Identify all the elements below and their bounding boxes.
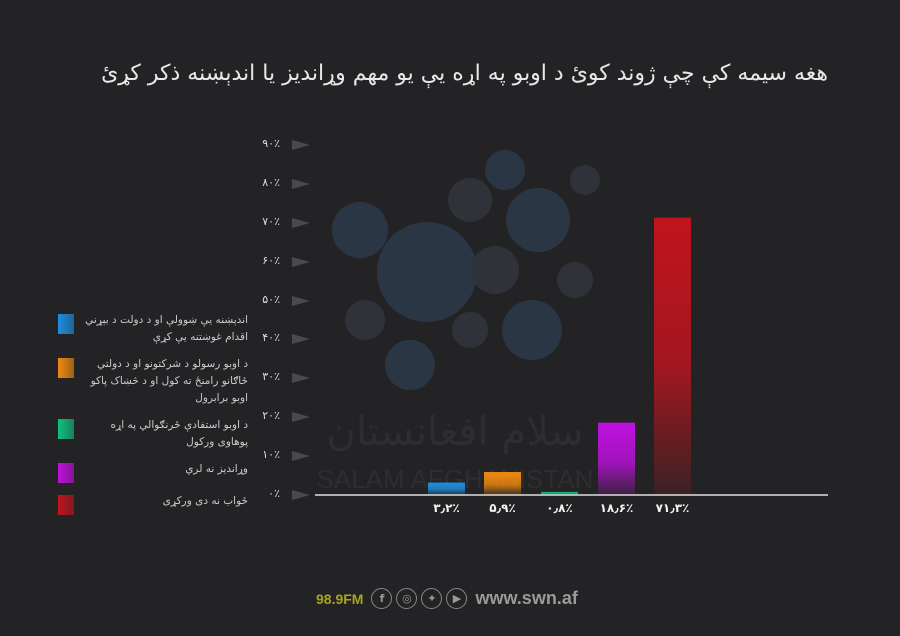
- youtube-icon[interactable]: ▶: [446, 588, 468, 609]
- legend-item: د اوبو رسولو د شرکتونو او د دولتي ځاګانو…: [58, 356, 248, 407]
- legend-swatch: [58, 495, 74, 515]
- y-tick-label: ۷۰٪: [262, 214, 280, 228]
- tick-arrow-icon: [292, 217, 310, 228]
- bar: [654, 217, 691, 495]
- y-tick-label: ۵۰٪: [262, 292, 280, 306]
- chart-title: هغه سیمه کې چې ژوند کوئ د اوبو په اړه یې…: [101, 61, 828, 86]
- facebook-icon[interactable]: f: [371, 588, 393, 609]
- legend-item: وړاندیز نه لري: [58, 461, 248, 483]
- y-tick-label: ۳۰٪: [262, 370, 280, 384]
- legend-item: اندېښنه یې ښوولې او د دولت د بېړني اقدام…: [58, 312, 248, 346]
- bar-value-label: ۷۱٫۳٪: [656, 501, 690, 515]
- y-tick-label: ۱۰٪: [262, 448, 280, 462]
- legend-label: د اوبو استفادې ځرنګوالي په اړه پوهاوی ور…: [110, 419, 248, 448]
- tick-arrow-icon: [292, 490, 310, 500]
- radio-frequency: 98.9FM: [316, 590, 364, 607]
- legend-item: ځواب نه دی ورکړی: [58, 493, 248, 515]
- y-tick-label: ۸۰٪: [262, 175, 280, 189]
- bar: [484, 472, 521, 495]
- tick-arrow-icon: [292, 295, 310, 306]
- website-link[interactable]: www.swn.af: [475, 588, 578, 608]
- bar-value-label: ۰٫۸٪: [546, 501, 572, 515]
- bar: [428, 482, 465, 495]
- y-tick-label: ۰٪: [268, 487, 280, 500]
- y-tick-label: ۹۰٪: [262, 137, 280, 150]
- tick-arrow-icon: [292, 178, 310, 189]
- bar-value-label: ۳٫۲٪: [433, 501, 459, 515]
- y-tick-label: ۶۰٪: [262, 253, 280, 267]
- bar: [598, 422, 635, 495]
- legend-item: د اوبو استفادې ځرنګوالي په اړه پوهاوی ور…: [58, 417, 248, 451]
- legend-label: اندېښنه یې ښوولې او د دولت د بېړني اقدام…: [85, 314, 248, 343]
- legend-label: وړاندیز نه لري: [185, 463, 248, 475]
- y-tick-label: ۴۰٪: [262, 331, 280, 345]
- footer: 98.9FM f ◎ ✦ ▶ www.swn.af: [316, 588, 578, 609]
- tick-arrow-icon: [292, 334, 310, 345]
- legend: اندېښنه یې ښوولې او د دولت د بېړني اقدام…: [58, 312, 248, 515]
- bar: [541, 491, 578, 495]
- tick-arrow-icon: [292, 412, 310, 423]
- legend-swatch: [58, 463, 74, 483]
- tick-arrow-icon: [292, 451, 310, 462]
- twitter-icon[interactable]: ✦: [421, 588, 443, 609]
- tick-arrow-icon: [292, 256, 310, 267]
- world-map-decoration: [332, 150, 600, 390]
- y-tick-label: ۲۰٪: [262, 409, 280, 423]
- bar-value-label: ۵٫۹٪: [489, 501, 515, 515]
- watermark-logo: سلام افغانستان: [326, 409, 583, 455]
- legend-label: ځواب نه دی ورکړی: [162, 495, 248, 507]
- tick-arrow-icon: [292, 373, 310, 384]
- legend-label: د اوبو رسولو د شرکتونو او د دولتي ځاګانو…: [90, 358, 248, 404]
- tick-arrow-icon: [292, 140, 310, 150]
- legend-swatch: [58, 419, 74, 439]
- legend-swatch: [58, 358, 74, 378]
- instagram-icon[interactable]: ◎: [396, 588, 418, 609]
- bar-value-label: ۱۸٫۶٪: [600, 501, 634, 515]
- legend-swatch: [58, 314, 74, 334]
